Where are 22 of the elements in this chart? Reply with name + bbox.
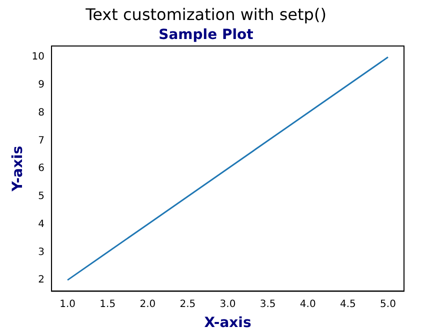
- chart-subtitle: Sample Plot: [158, 27, 254, 44]
- x-tick-label: 5.0: [380, 298, 396, 310]
- y-tick-label: 8: [38, 107, 45, 118]
- x-tick-label: 2.0: [140, 298, 156, 310]
- x-tick-label: 3.0: [220, 298, 236, 310]
- y-tick-label: 10: [32, 52, 45, 63]
- y-tick-label: 3: [38, 246, 45, 258]
- y-tick-label: 4: [38, 218, 45, 230]
- y-tick-label: 5: [38, 191, 45, 202]
- y-axis-title: Y-axis: [10, 146, 26, 192]
- x-axis-title: X-axis: [204, 315, 252, 332]
- chart-title: Text customization with setp(): [84, 4, 326, 24]
- x-tick-label: 4.5: [340, 298, 356, 310]
- x-tick-label: 1.5: [100, 298, 116, 310]
- y-tick-label: 2: [38, 274, 45, 286]
- y-tick-label: 6: [38, 163, 45, 174]
- x-tick-label: 3.5: [260, 298, 276, 310]
- y-tick-label: 9: [38, 80, 45, 91]
- x-tick-label: 1.0: [60, 298, 76, 310]
- y-tick-label: 7: [38, 135, 45, 146]
- x-tick-label: 4.0: [300, 298, 316, 310]
- x-tick-label: 2.5: [180, 298, 196, 310]
